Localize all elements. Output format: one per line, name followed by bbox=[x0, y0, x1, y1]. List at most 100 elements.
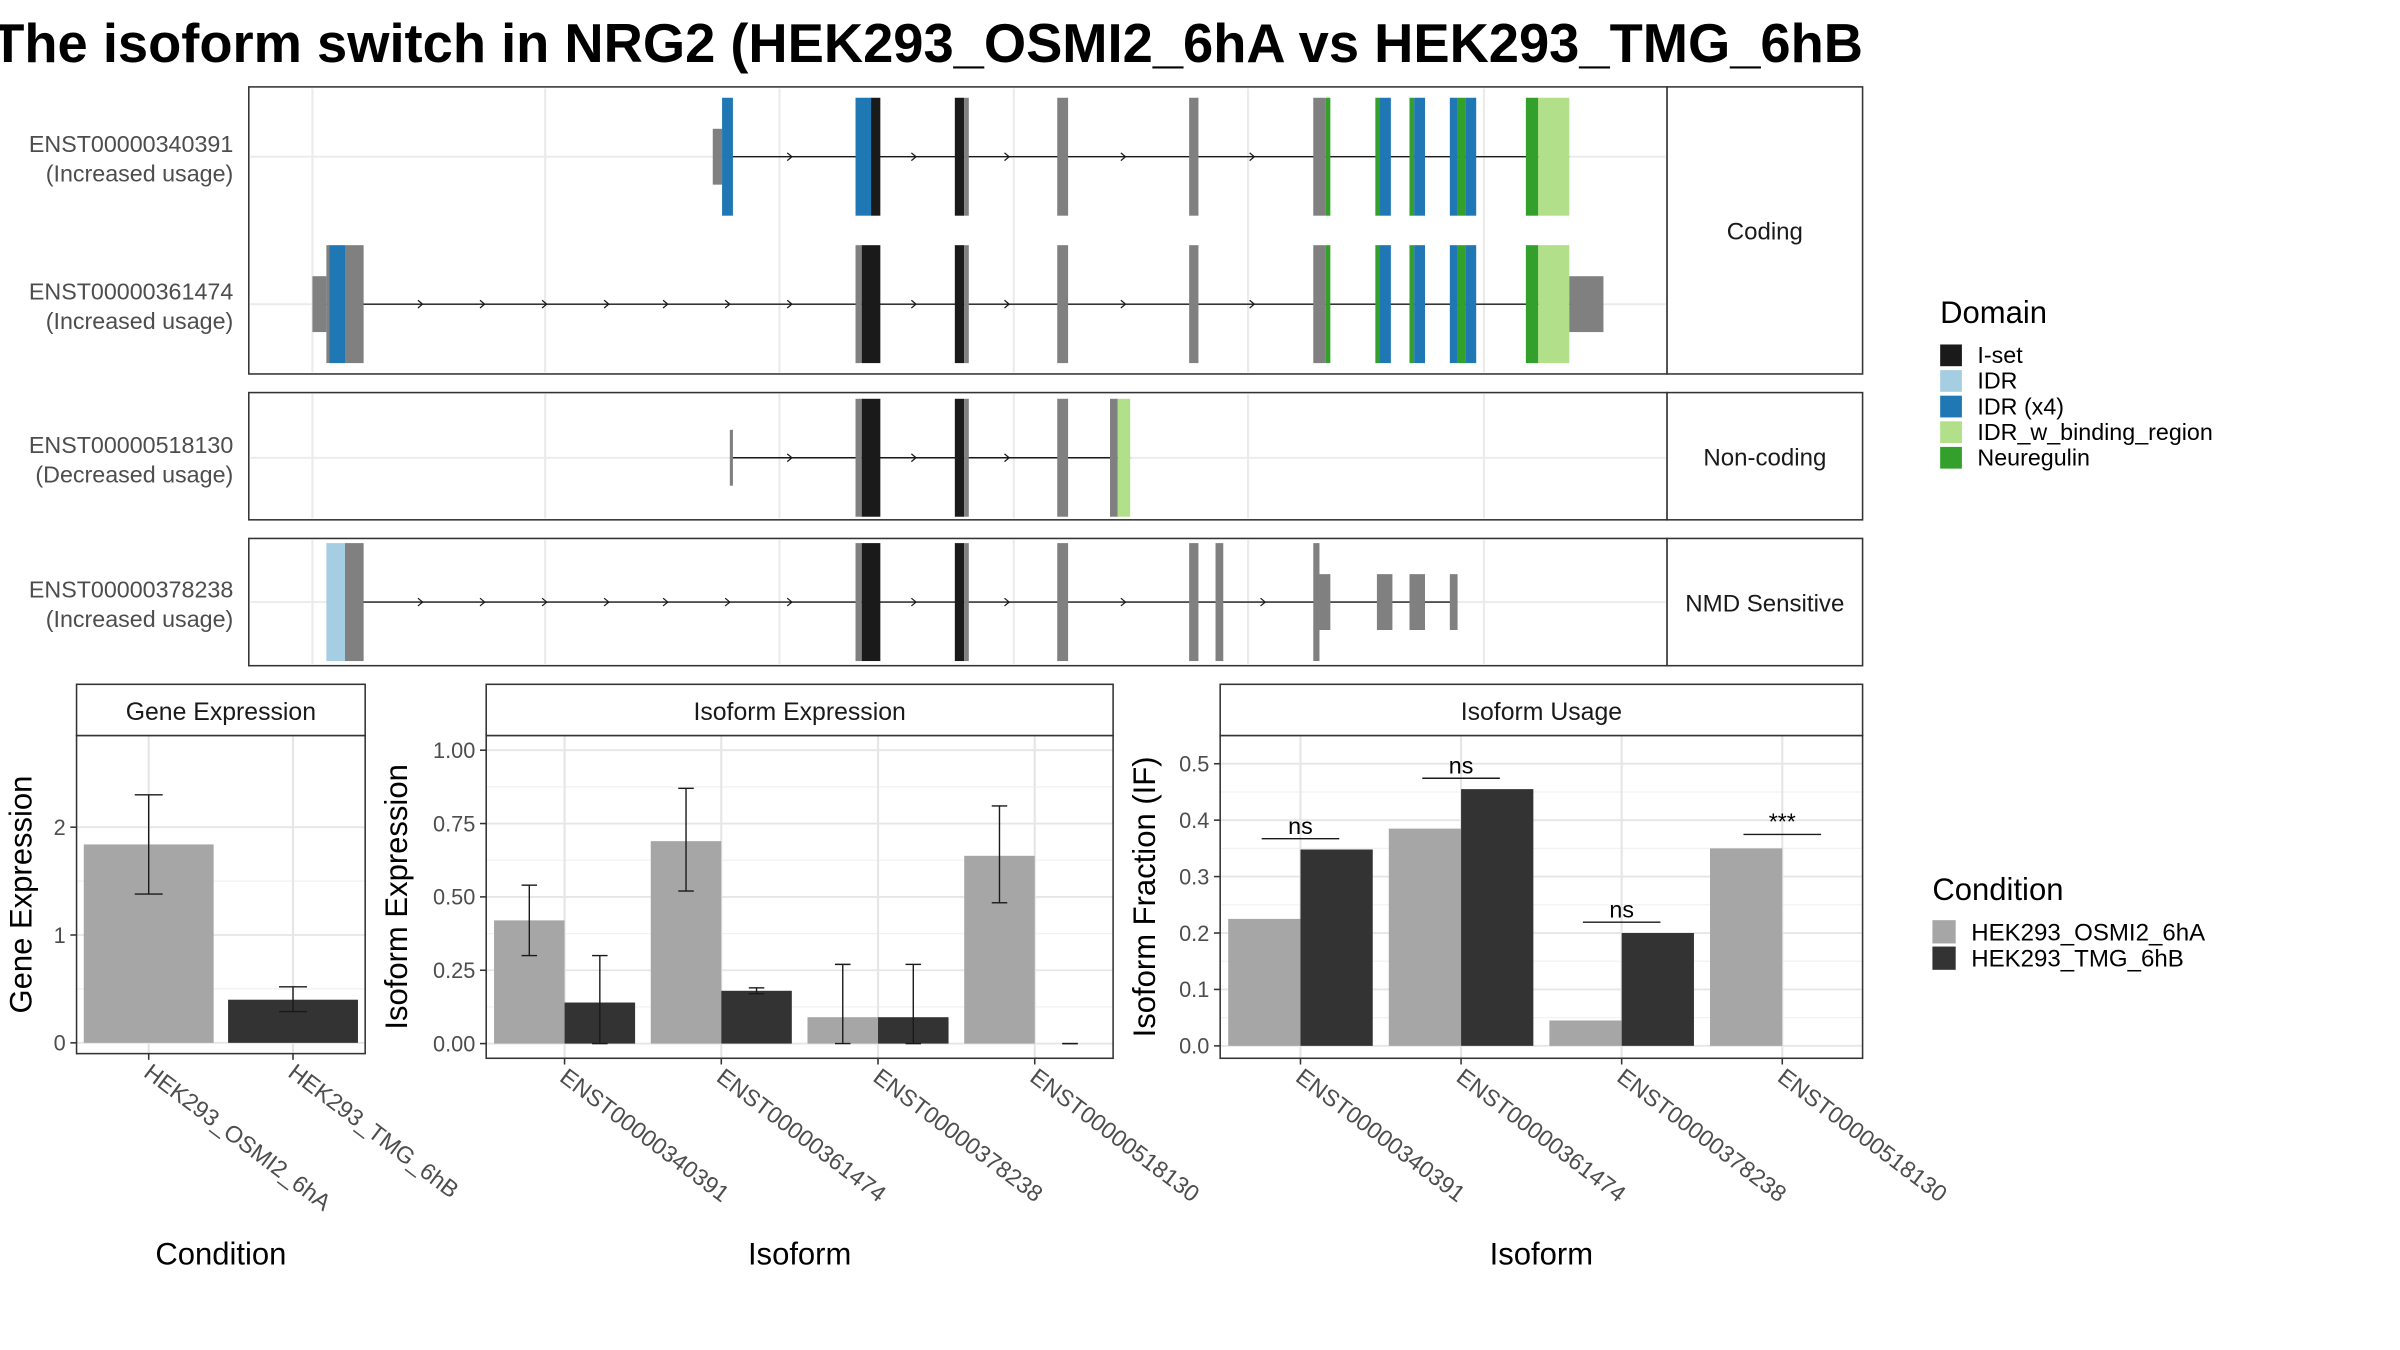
domain-legend-item: IDR bbox=[1977, 368, 2017, 394]
bar-ENST00000378238-HEK293_OSMI2_6hA bbox=[1549, 1020, 1622, 1046]
y-tick-label: 0.25 bbox=[433, 958, 475, 983]
legend-swatch bbox=[1940, 421, 1962, 444]
exon bbox=[1449, 574, 1458, 630]
bar-ENST00000340391-HEK293_OSMI2_6hA bbox=[1228, 918, 1301, 1046]
exon bbox=[345, 245, 364, 364]
exon bbox=[964, 398, 969, 517]
intron-arrow bbox=[541, 299, 548, 309]
x-tick-label: ENST00000518130 bbox=[1773, 1063, 1952, 1207]
panel-strip bbox=[1666, 86, 1864, 375]
isoform-usage-label: (Decreased usage) bbox=[35, 462, 233, 488]
domain-segment bbox=[326, 543, 345, 662]
intron-arrow bbox=[786, 453, 793, 463]
y-tick-label: 0.3 bbox=[1179, 864, 1209, 889]
domain-segment bbox=[1449, 97, 1458, 216]
panel-strip bbox=[1666, 537, 1864, 667]
exon bbox=[1057, 245, 1069, 364]
exon bbox=[1110, 398, 1118, 517]
exon bbox=[855, 245, 862, 364]
x-tick-label: ENST00000378238 bbox=[869, 1063, 1048, 1207]
domain-segment bbox=[1457, 245, 1466, 364]
bar-ENST00000378238-HEK293_TMG_6hB bbox=[1621, 933, 1694, 1046]
y-tick-label: 0.50 bbox=[433, 885, 475, 910]
exon bbox=[345, 543, 364, 662]
exon bbox=[1313, 245, 1326, 364]
intron-arrow bbox=[1004, 597, 1011, 607]
legend-swatch bbox=[1940, 370, 1962, 392]
domain-segment bbox=[855, 97, 872, 216]
intron-arrow bbox=[910, 597, 918, 607]
domain-segment bbox=[1465, 97, 1477, 216]
panel-strip-label: NMD Sensitive bbox=[1685, 590, 1844, 617]
panel-strip-label: Non-coding bbox=[1703, 445, 1826, 472]
domain-segment bbox=[1380, 245, 1391, 364]
x-tick-label: ENST00000518130 bbox=[1026, 1063, 1205, 1207]
y-tick-label: 0.75 bbox=[433, 811, 475, 836]
intron-arrow bbox=[724, 299, 731, 309]
exon bbox=[712, 128, 723, 185]
domain-segment bbox=[1414, 97, 1425, 216]
domain-segment bbox=[954, 245, 965, 364]
x-tick-label: ENST00000340391 bbox=[1291, 1063, 1470, 1207]
intron-arrow bbox=[910, 299, 918, 309]
intron-arrow bbox=[1260, 597, 1267, 607]
intron-arrow bbox=[417, 597, 424, 607]
intron-arrow bbox=[417, 299, 424, 309]
plot-title: Gene Expression bbox=[126, 699, 316, 726]
exon bbox=[964, 245, 969, 364]
domain-segment bbox=[1449, 245, 1458, 364]
intron-arrow bbox=[603, 299, 610, 309]
domain-segment bbox=[861, 398, 881, 517]
bar-ENST00000340391-HEK293_TMG_6hB bbox=[1300, 849, 1373, 1046]
domain-legend-item: I-set bbox=[1977, 342, 2023, 368]
y-tick-label: 1 bbox=[54, 923, 66, 948]
exon bbox=[1215, 543, 1224, 662]
domain-segment bbox=[329, 245, 345, 364]
exon bbox=[326, 245, 330, 364]
x-tick-label: ENST00000378238 bbox=[1612, 1063, 1791, 1207]
y-tick-label: 0.5 bbox=[1179, 751, 1209, 776]
legend-swatch bbox=[1932, 920, 1956, 944]
domain-segment bbox=[954, 97, 965, 216]
exon bbox=[1189, 543, 1199, 662]
y-tick-label: 0.1 bbox=[1179, 977, 1209, 1002]
exon bbox=[1189, 245, 1199, 364]
domain-segment bbox=[871, 97, 881, 216]
exon bbox=[855, 398, 862, 517]
y-tick-label: 1.00 bbox=[433, 738, 475, 763]
significance-label: ns bbox=[1609, 896, 1634, 922]
domain-segment bbox=[1409, 97, 1415, 216]
x-axis-label: Condition bbox=[155, 1237, 286, 1272]
x-axis-label: Isoform bbox=[748, 1237, 851, 1272]
domain-segment bbox=[1325, 245, 1331, 364]
domain-legend-item: Neuregulin bbox=[1977, 445, 2090, 471]
intron-arrow bbox=[1249, 152, 1256, 162]
domain-segment bbox=[1117, 398, 1131, 517]
significance-label: ns bbox=[1288, 813, 1313, 839]
x-tick-label: ENST00000361474 bbox=[1452, 1063, 1631, 1207]
intron-arrow bbox=[541, 597, 548, 607]
bar-ENST00000361474-HEK293_OSMI2_6hA bbox=[1388, 828, 1462, 1046]
domain-segment bbox=[954, 398, 965, 517]
intron-arrow bbox=[786, 299, 793, 309]
isoform-id-label: ENST00000518130 bbox=[29, 432, 233, 458]
y-tick-label: 0.0 bbox=[1179, 1034, 1209, 1059]
intron-arrow bbox=[662, 597, 669, 607]
domain-segment bbox=[1538, 97, 1570, 216]
bar-ENST00000518130-HEK293_OSMI2_6hA bbox=[1710, 848, 1783, 1046]
intron-arrow bbox=[1004, 152, 1011, 162]
significance-label: *** bbox=[1769, 809, 1796, 835]
legend-swatch bbox=[1940, 395, 1962, 418]
intron-arrow bbox=[1120, 299, 1127, 309]
intron-arrow bbox=[786, 152, 793, 162]
exon bbox=[1057, 543, 1069, 662]
bar-ENST00000361474-HEK293_TMG_6hB bbox=[721, 990, 792, 1044]
exon bbox=[1057, 398, 1069, 517]
domain-legend-title: Domain bbox=[1940, 295, 2047, 330]
plot-strip-2 bbox=[1219, 683, 1864, 737]
figure-title: The isoform switch in NRG2 (HEK293_OSMI2… bbox=[0, 13, 1863, 74]
intron-arrow bbox=[1004, 453, 1011, 463]
intron-arrow bbox=[910, 152, 918, 162]
